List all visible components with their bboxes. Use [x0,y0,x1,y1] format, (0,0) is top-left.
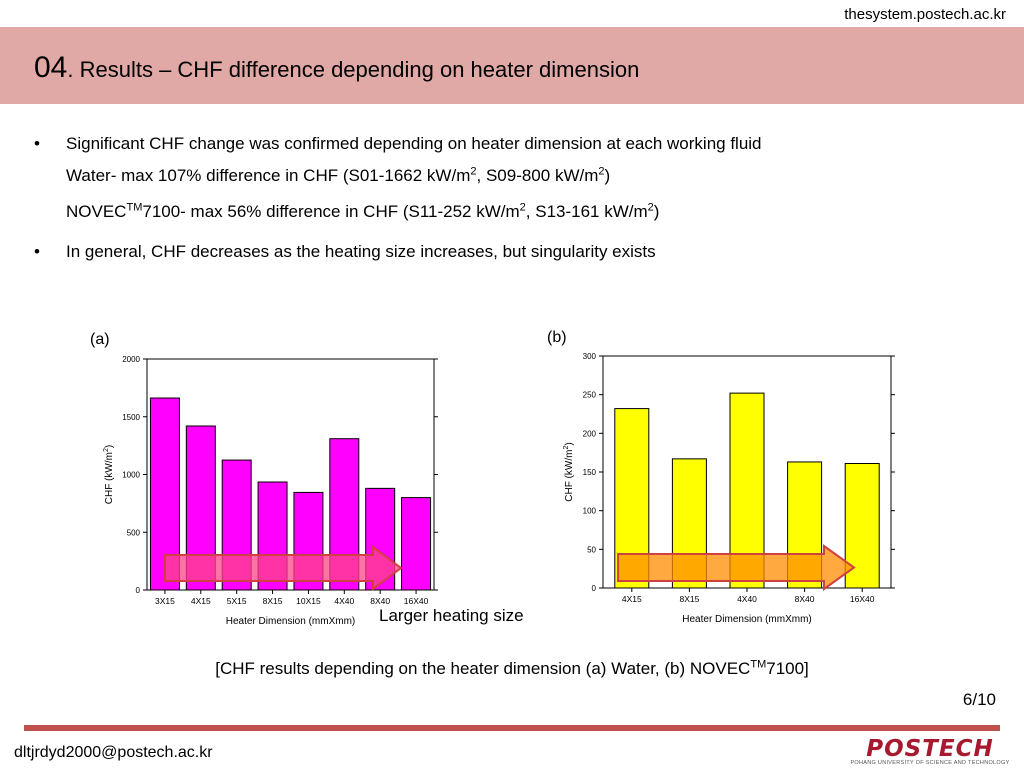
x-tick-label: 8X15 [679,594,699,604]
title-number: 04 [34,51,68,84]
y-tick-label: 50 [587,545,596,554]
water-line: Water- max 107% difference in CHF (S01-1… [34,158,994,194]
novec-sup-0: TM [126,201,143,214]
arrow-b [617,544,856,591]
x-tick-label: 5X15 [227,596,247,606]
x-tick-label: 8X40 [370,596,390,606]
panel-label-a: (a) [90,331,110,348]
logo-subtext: POHANG UNIVERSITY OF SCIENCE AND TECHNOL… [850,760,1010,766]
novec-sup-2: 2 [647,201,654,214]
y-axis-label: CHF (kW/m2) [103,445,115,504]
x-axis-label: Heater Dimension (mmXmm) [226,616,355,627]
y-tick-label: 150 [583,468,597,477]
chart-b: 0 50 100 150 200 250 300 4X15 8X15 4X40 8X40 16X40 H… [563,352,895,625]
x-tick-label: 4X40 [737,594,757,604]
title-label: . Results – CHF difference depending on … [67,57,640,82]
site-url: thesystem.postech.ac.kr [844,6,1006,23]
panel-label-b: (b) [547,329,567,346]
bullet-list: • Significant CHF change was confirmed d… [34,130,994,266]
water-text-1: Water- max 107% difference in CHF (S01-1… [66,166,471,185]
water-text-2: , S09-800 kW/m [476,166,599,185]
y-tick-label: 0 [136,586,141,595]
novec-text-2: , S13-161 kW/m [525,202,648,221]
x-tick-label: 8X40 [795,594,815,604]
water-sup-2: 2 [598,165,605,178]
bullet-item-2: • In general, CHF decreases as the heati… [34,238,994,266]
x-tick-label: 8X15 [263,596,283,606]
x-tick-label: 4X15 [622,594,642,604]
x-tick-label: 4X40 [334,596,354,606]
caption-text-1: [CHF results depending on the heater dim… [215,659,751,678]
caption-sup: TM [750,658,767,671]
bullet-marker: • [34,242,40,261]
novec-text-1: 7100- max 56% difference in CHF (S11-252… [142,202,520,221]
title-bar: 04. Results – CHF difference depending o… [0,27,1024,104]
x-axis-label: Heater Dimension (mmXmm) [682,614,811,625]
y-tick-label: 300 [583,352,597,361]
novec-text-0: NOVEC [66,202,127,221]
logo-wordmark: POSTECH [866,736,994,762]
bullet-text-1: Significant CHF change was confirmed dep… [66,134,762,153]
caption-text-2: 7100] [766,659,809,678]
water-sup-1: 2 [470,165,477,178]
page-title: 04. Results – CHF difference depending o… [34,51,639,85]
y-tick-label: 0 [592,584,597,593]
novec-sup-1: 2 [519,201,526,214]
y-tick-label: 200 [583,429,597,438]
bullet-marker: • [34,134,40,153]
bullet-text-2: In general, CHF decreases as the heating… [66,242,656,261]
figure-caption: [CHF results depending on the heater dim… [0,659,1024,679]
y-tick-label: 1000 [122,471,140,480]
y-tick-label: 250 [583,391,597,400]
y-tick-label: 2000 [122,355,140,364]
bar-16x40 [401,497,432,591]
x-tick-label: 16X40 [850,594,875,604]
x-tick-label: 3X15 [155,596,175,606]
footer-email: dltjrdyd2000@postech.ac.kr [14,744,213,761]
footer-divider [24,725,1000,731]
chart-a: 0 500 1000 1500 2000 3X15 4X15 5X15 8X15 10X15 4X4… [103,355,438,627]
water-text-3: ) [604,166,611,185]
y-axis-label: CHF (kW/m2) [563,442,575,501]
larger-heating-size-note: Larger heating size [379,606,524,625]
y-tick-label: 500 [127,528,141,537]
x-tick-label: 10X15 [296,596,321,606]
page-number: 6/10 [962,690,996,709]
novec-line: NOVECTM7100- max 56% difference in CHF (… [34,194,994,230]
y-tick-label: 100 [583,507,597,516]
arrow-a [164,545,403,591]
bullet-item-1: • Significant CHF change was confirmed d… [34,130,994,158]
x-tick-label: 4X15 [191,596,211,606]
x-tick-label: 16X40 [404,596,429,606]
y-tick-label: 1500 [122,413,140,422]
novec-text-3: ) [653,202,660,221]
postech-logo: POSTECH POHANG UNIVERSITY OF SCIENCE AND… [846,738,1014,768]
